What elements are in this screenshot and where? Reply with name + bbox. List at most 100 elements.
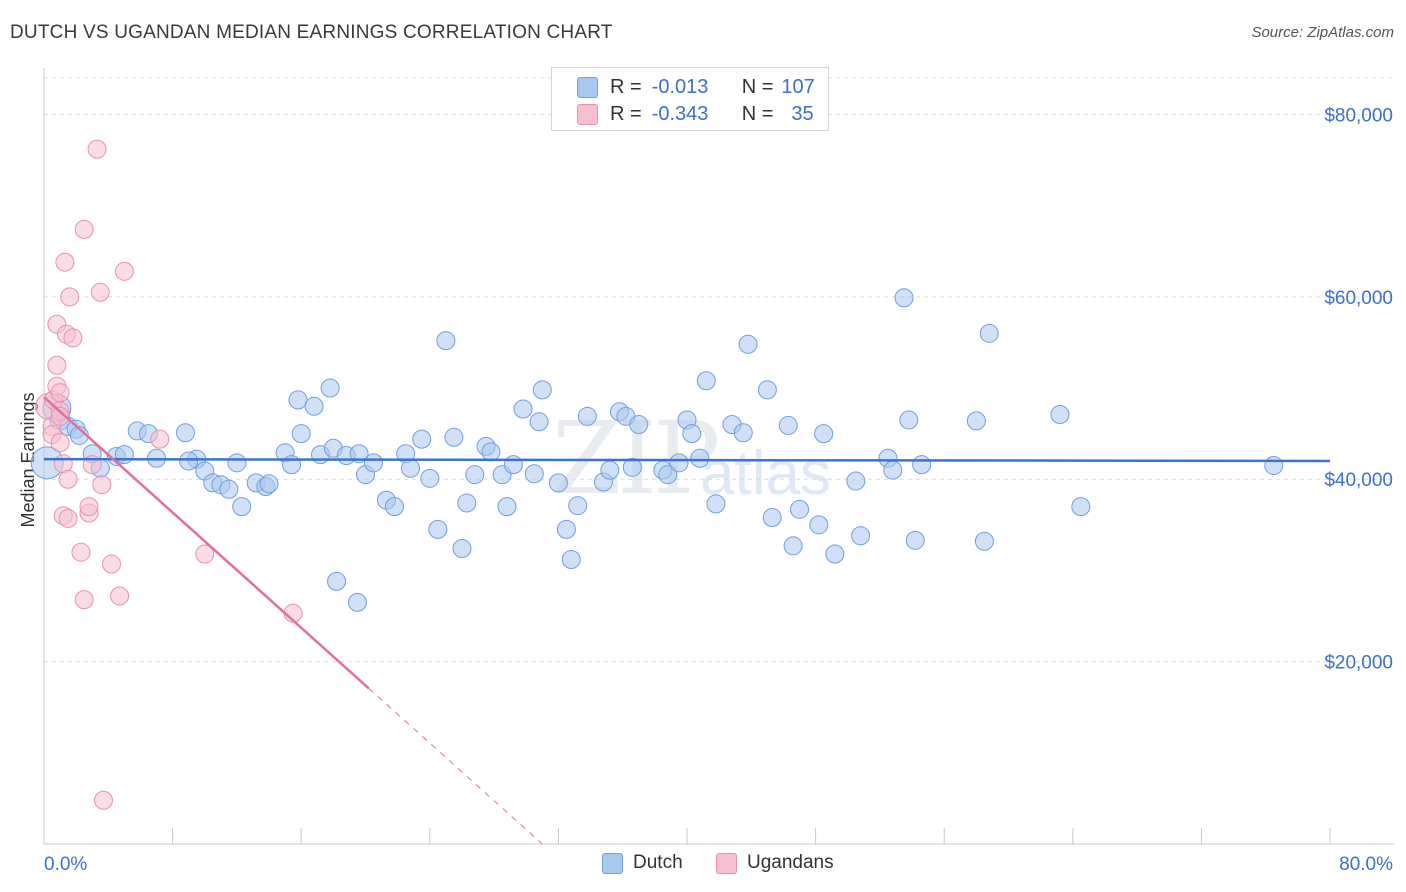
y-axis-label: Median Earnings — [18, 392, 38, 527]
ugandan-point — [50, 433, 70, 453]
ugandan-point — [71, 542, 91, 562]
legend-n-value: 35 — [791, 102, 814, 125]
ugandan-point — [60, 287, 80, 307]
dutch-point — [1264, 456, 1284, 476]
chart-title: DUTCH VS UGANDAN MEDIAN EARNINGS CORRELA… — [10, 22, 613, 43]
dutch-point — [227, 453, 247, 473]
legend-swatch-dutch — [577, 76, 598, 98]
dutch-point — [412, 429, 432, 449]
dutch-point — [974, 531, 994, 551]
dutch-point — [1050, 404, 1070, 424]
dutch-point — [696, 371, 716, 391]
ugandan-point — [63, 328, 83, 348]
legend-n-label: N = — [741, 102, 774, 125]
dutch-point — [179, 451, 199, 471]
dutch-point — [783, 536, 803, 556]
dutch-point — [1071, 497, 1091, 517]
dutch-point — [658, 465, 678, 485]
source-label: Source: ZipAtlas.com — [1251, 24, 1394, 41]
dutch-point — [825, 544, 845, 564]
dutch-point — [219, 479, 239, 499]
dutch-point — [568, 496, 588, 516]
ugandan-point — [110, 586, 130, 606]
ugandan-point — [47, 355, 67, 375]
bottom-legend-label-dutch: Dutch — [633, 852, 683, 873]
dutch-point — [899, 410, 919, 430]
dutch-point — [669, 453, 689, 473]
dutch-point — [905, 530, 925, 550]
dutch-point — [291, 424, 311, 444]
ugandan-point — [93, 790, 113, 810]
legend-r-value: -0.013 — [651, 75, 709, 98]
dutch-point — [114, 445, 134, 465]
dutch-point — [814, 424, 834, 444]
dutch-point — [733, 423, 753, 443]
dutch-point — [629, 415, 649, 435]
bottom-legend-swatch-dutch — [602, 852, 623, 874]
ugandan-point — [195, 544, 215, 564]
dutch-point — [320, 378, 340, 398]
legend-r-label: R = — [610, 75, 642, 98]
correlation-legend: R = -0.013 N = 107 R = -0.343 N = 35 — [551, 67, 829, 131]
ugandan-point — [102, 554, 122, 574]
legend-swatch-ugandans — [577, 103, 598, 125]
dutch-point — [347, 592, 367, 612]
ugandan-trend-line — [43, 396, 370, 690]
ugandan-point — [90, 282, 110, 302]
dutch-point — [497, 497, 517, 517]
dutch-point — [778, 415, 798, 435]
x-tick-label: 0.0% — [44, 854, 87, 875]
bottom-legend-ugandans: Ugandans — [716, 852, 834, 874]
ugandan-trend-extension — [368, 687, 543, 845]
dutch-point — [364, 453, 384, 473]
dutch-point — [524, 464, 544, 484]
dutch-point — [809, 515, 829, 535]
dutch-point — [682, 424, 702, 444]
dutch-point — [384, 497, 404, 517]
dutch-point — [401, 458, 421, 478]
dutch-point — [706, 494, 726, 514]
dutch-point — [259, 474, 279, 494]
dutch-point — [232, 497, 252, 517]
legend-row-ugandans: R = -0.343 N = 35 — [552, 101, 814, 127]
dutch-point — [428, 519, 448, 539]
dutch-point — [600, 460, 620, 480]
x-tick-label: 80.0% — [1339, 854, 1393, 875]
dutch-point — [444, 427, 464, 447]
dutch-point — [327, 571, 347, 591]
dutch-point — [288, 390, 308, 410]
dutch-point — [457, 493, 477, 513]
dutch-point — [622, 457, 642, 477]
dutch-point — [979, 323, 999, 343]
dutch-point — [790, 499, 810, 519]
ugandan-point — [74, 590, 94, 610]
dutch-point — [529, 412, 549, 432]
dutch-point — [561, 549, 581, 569]
dutch-point — [465, 465, 485, 485]
dutch-trend-line — [43, 457, 1331, 463]
dutch-point — [349, 444, 369, 464]
dutch-point — [577, 406, 597, 426]
ugandan-point — [114, 261, 134, 281]
dutch-point — [883, 460, 903, 480]
dutch-point — [532, 380, 552, 400]
ugandan-point — [150, 429, 170, 449]
legend-n-value: 107 — [781, 75, 815, 98]
dutch-point — [690, 448, 710, 468]
dutch-point — [846, 471, 866, 491]
legend-row-dutch: R = -0.013 N = 107 — [552, 74, 815, 100]
dutch-point — [738, 334, 758, 354]
ugandan-point — [79, 497, 99, 517]
ugandan-point — [74, 219, 94, 239]
y-tick-label: $60,000 — [1324, 288, 1393, 309]
ugandan-point — [87, 139, 107, 159]
dutch-point — [966, 411, 986, 431]
dutch-point — [503, 455, 523, 475]
y-tick-label: $20,000 — [1324, 653, 1393, 674]
ugandan-point — [50, 406, 70, 426]
dutch-point — [912, 455, 932, 475]
y-tick-label: $80,000 — [1324, 105, 1393, 126]
dutch-point — [436, 331, 456, 351]
dutch-point — [304, 396, 324, 416]
